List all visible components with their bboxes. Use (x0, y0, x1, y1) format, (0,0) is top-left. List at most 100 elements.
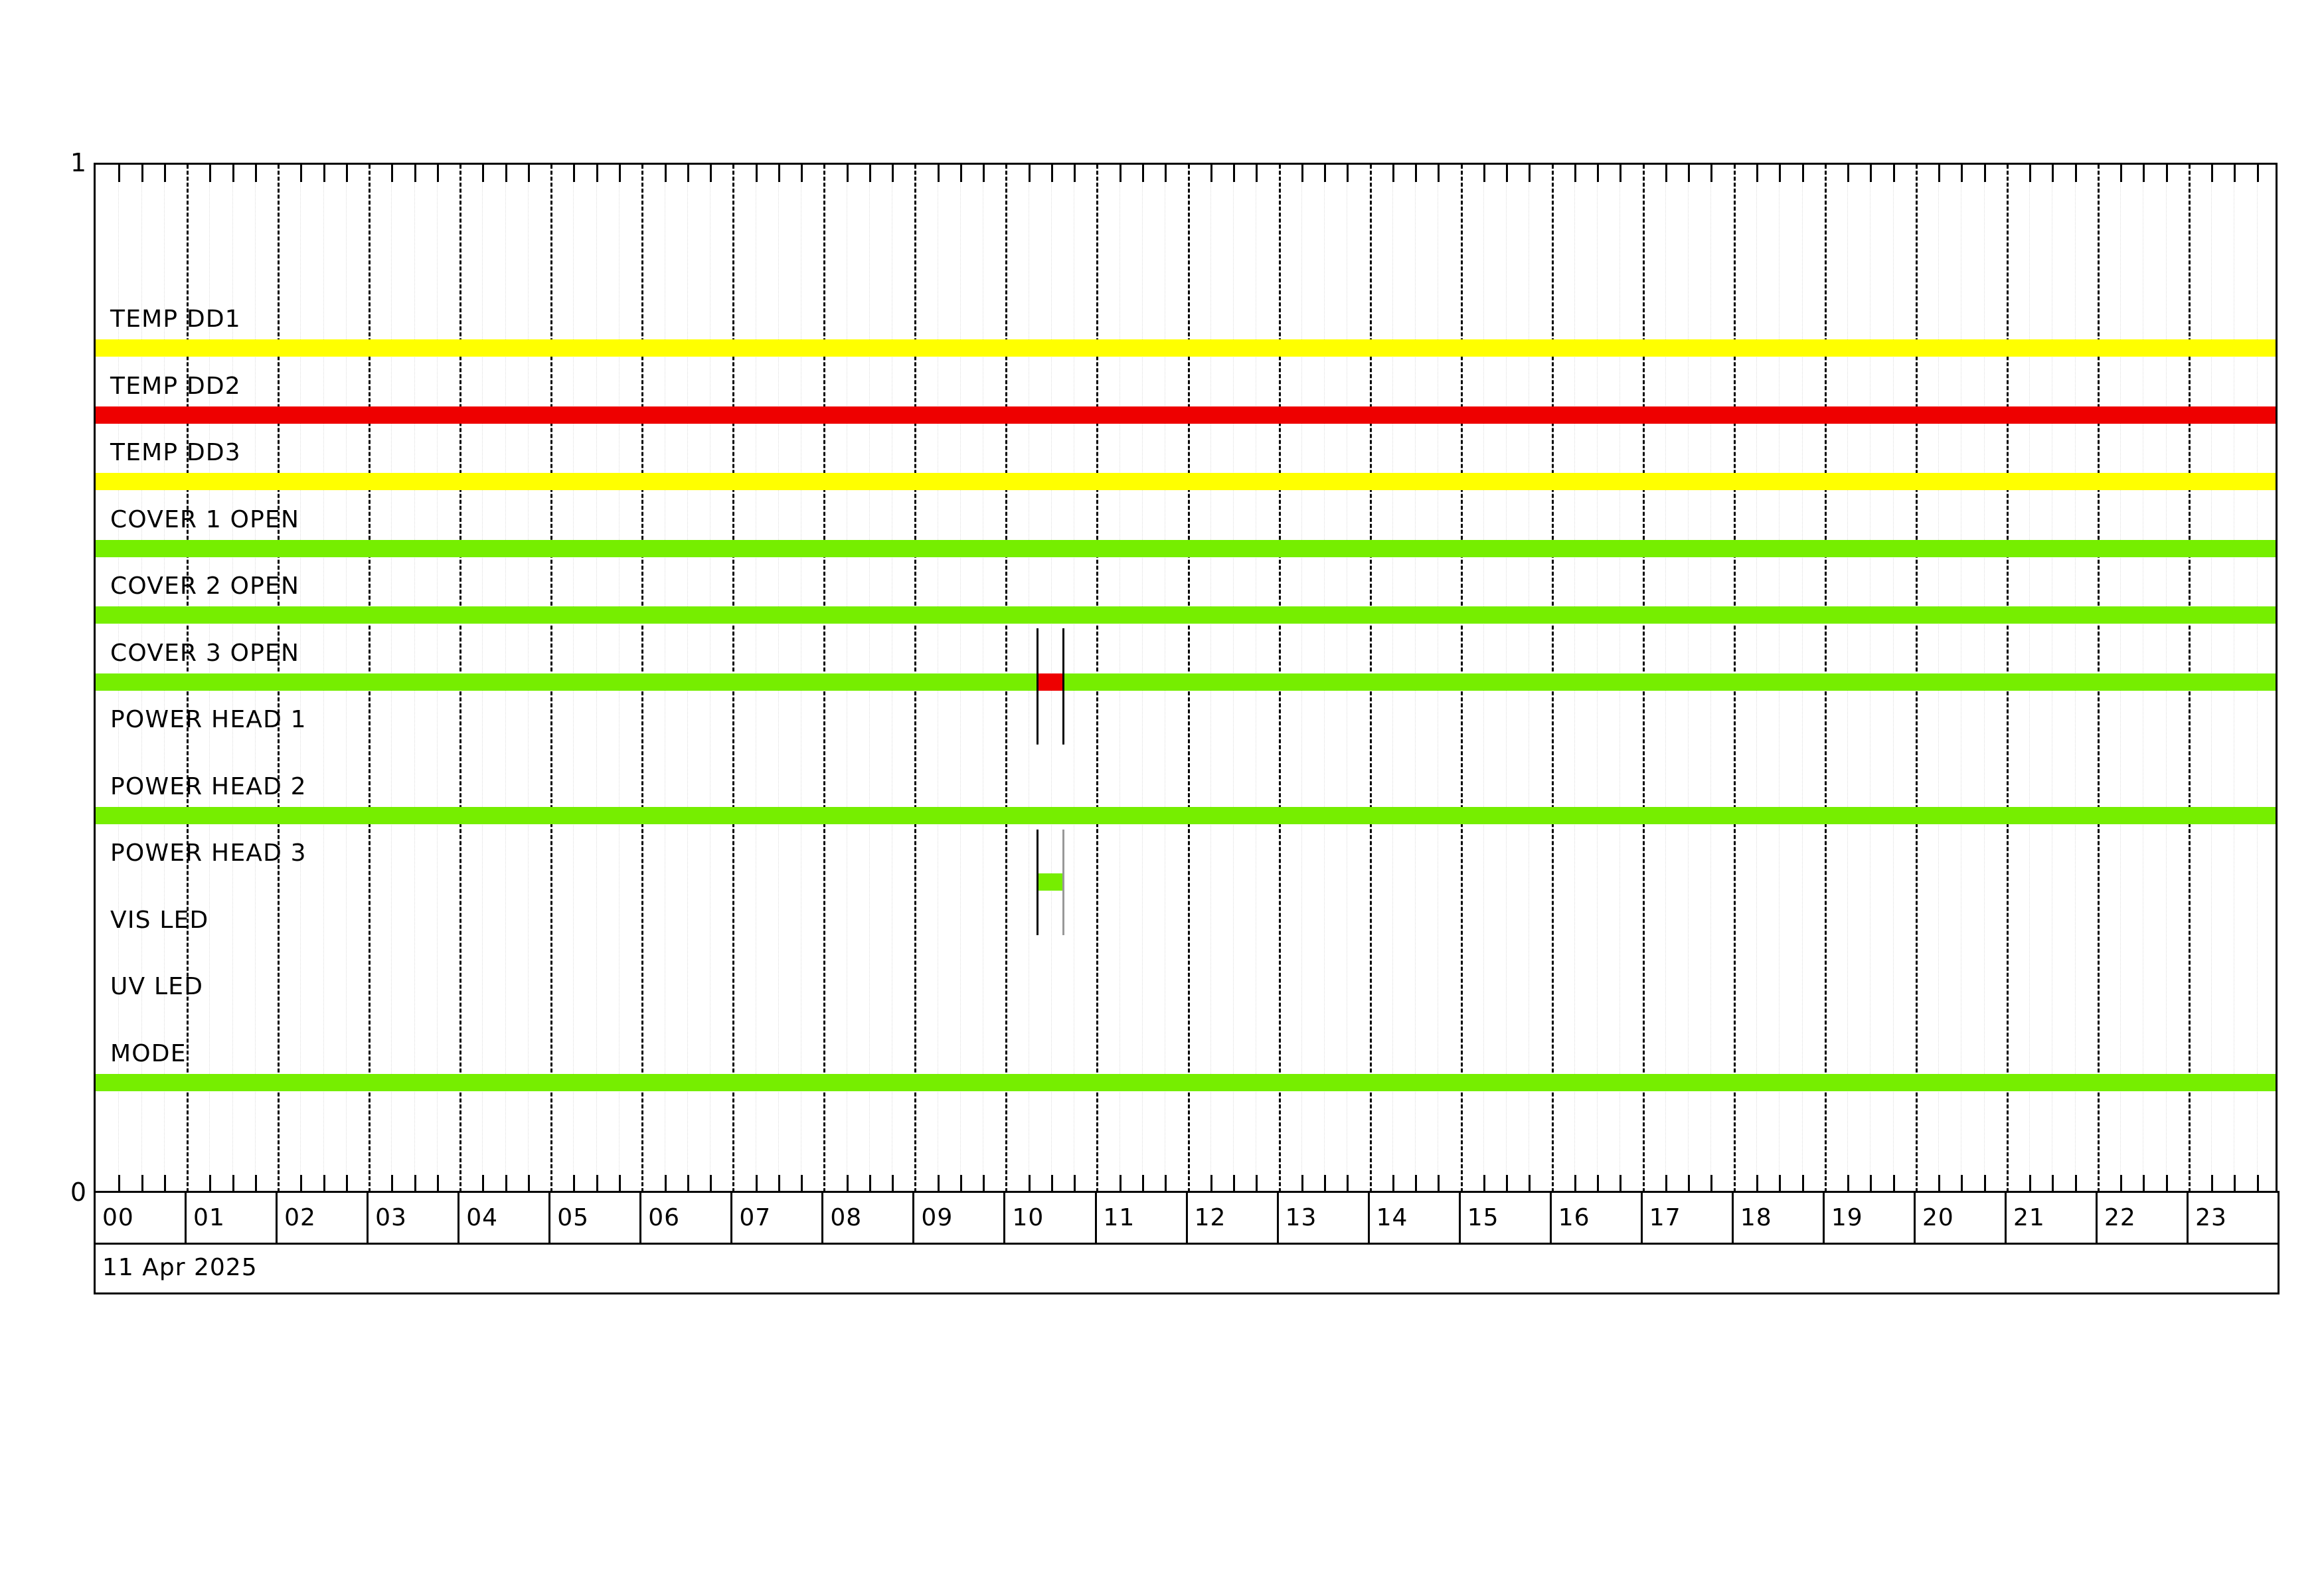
tick-bottom (2256, 1175, 2259, 1192)
tick-bottom (1506, 1175, 1509, 1192)
status-bar-segment (96, 473, 2276, 490)
tick-top (1074, 165, 1076, 182)
hour-axis-cell: 07 (732, 1193, 824, 1243)
tick-bottom (1665, 1175, 1667, 1192)
tick-bottom (664, 1175, 667, 1192)
hour-axis-cell: 10 (1005, 1193, 1097, 1243)
tick-top (937, 165, 940, 182)
status-bar-segment (96, 339, 2276, 357)
tick-bottom (323, 1175, 325, 1192)
tick-top (1619, 165, 1622, 182)
tick-top (1688, 165, 1691, 182)
tick-bottom (1050, 1175, 1053, 1192)
tick-top (1050, 165, 1053, 182)
tick-bottom (869, 1175, 871, 1192)
tick-top (778, 165, 780, 182)
tick-bottom (2211, 1175, 2214, 1192)
tick-bottom (778, 1175, 780, 1192)
tick-bottom (1119, 1175, 1121, 1192)
y-axis-max-label: 1 (70, 148, 86, 177)
row-label: TEMP DD1 (110, 306, 241, 333)
tick-top (2234, 165, 2236, 182)
tick-top (527, 165, 530, 182)
tick-top (2143, 165, 2145, 182)
tick-top (1506, 165, 1509, 182)
tick-top (1779, 165, 1782, 182)
hour-axis-cell: 19 (1825, 1193, 1916, 1243)
tick-top (2052, 165, 2054, 182)
tick-top (618, 165, 621, 182)
tick-bottom (232, 1175, 234, 1192)
tick-bottom (710, 1175, 712, 1192)
tick-top (1210, 165, 1212, 182)
tick-top (1892, 165, 1895, 182)
tick-bottom (414, 1175, 416, 1192)
tick-bottom (1688, 1175, 1691, 1192)
tick-bottom (2165, 1175, 2168, 1192)
tick-bottom (141, 1175, 143, 1192)
tick-bottom (959, 1175, 962, 1192)
tick-top (2211, 165, 2214, 182)
tick-top (1165, 165, 1167, 182)
tick-bottom (118, 1175, 121, 1192)
tick-top (596, 165, 598, 182)
status-bar-segment (1062, 673, 2276, 691)
status-bar-segment (96, 406, 2276, 424)
tick-bottom (2120, 1175, 2123, 1192)
tick-top (1574, 165, 1576, 182)
tick-top (232, 165, 234, 182)
tick-top (1347, 165, 1349, 182)
tick-bottom (1074, 1175, 1076, 1192)
tick-bottom (1574, 1175, 1576, 1192)
hour-axis-cell: 09 (914, 1193, 1006, 1243)
tick-bottom (573, 1175, 576, 1192)
tick-bottom (2052, 1175, 2054, 1192)
tick-bottom (1938, 1175, 1941, 1192)
tick-bottom (596, 1175, 598, 1192)
tick-top (1256, 165, 1258, 182)
tick-top (1938, 165, 1941, 182)
tick-top (687, 165, 689, 182)
tick-bottom (345, 1175, 348, 1192)
tick-top (801, 165, 803, 182)
tick-top (254, 165, 257, 182)
tick-top (2256, 165, 2259, 182)
tick-top (710, 165, 712, 182)
tick-bottom (1892, 1175, 1895, 1192)
tick-top (118, 165, 121, 182)
hour-axis-cell: 00 (96, 1193, 187, 1243)
tick-bottom (209, 1175, 212, 1192)
status-bar-segment (1037, 873, 1063, 891)
tick-bottom (1347, 1175, 1349, 1192)
tick-bottom (527, 1175, 530, 1192)
hour-axis-cell: 01 (187, 1193, 278, 1243)
tick-top (345, 165, 348, 182)
tick-bottom (755, 1175, 758, 1192)
tick-top (573, 165, 576, 182)
hour-axis: 00 01 02 03 04 05 06 07 08 09 10 11 12 13 14 15 16 17 18 19… (94, 1193, 2280, 1245)
tick-bottom (1165, 1175, 1167, 1192)
tick-bottom (937, 1175, 940, 1192)
tick-top (414, 165, 416, 182)
tick-top (1028, 165, 1031, 182)
tick-top (482, 165, 485, 182)
tick-top (1983, 165, 1986, 182)
tick-top (209, 165, 212, 182)
tick-bottom (1324, 1175, 1327, 1192)
tick-bottom (1983, 1175, 1986, 1192)
tick-top (869, 165, 871, 182)
tick-top (1301, 165, 1303, 182)
tick-top (1756, 165, 1758, 182)
tick-top (2029, 165, 2032, 182)
tick-top (1529, 165, 1531, 182)
tick-bottom (983, 1175, 985, 1192)
hour-axis-cell: 16 (1552, 1193, 1643, 1243)
tick-top (2120, 165, 2123, 182)
tick-top (1141, 165, 1144, 182)
tick-top (1233, 165, 1236, 182)
hour-axis-cell: 11 (1097, 1193, 1188, 1243)
tick-bottom (300, 1175, 303, 1192)
hour-axis-cell: 06 (641, 1193, 733, 1243)
tick-top (1710, 165, 1713, 182)
